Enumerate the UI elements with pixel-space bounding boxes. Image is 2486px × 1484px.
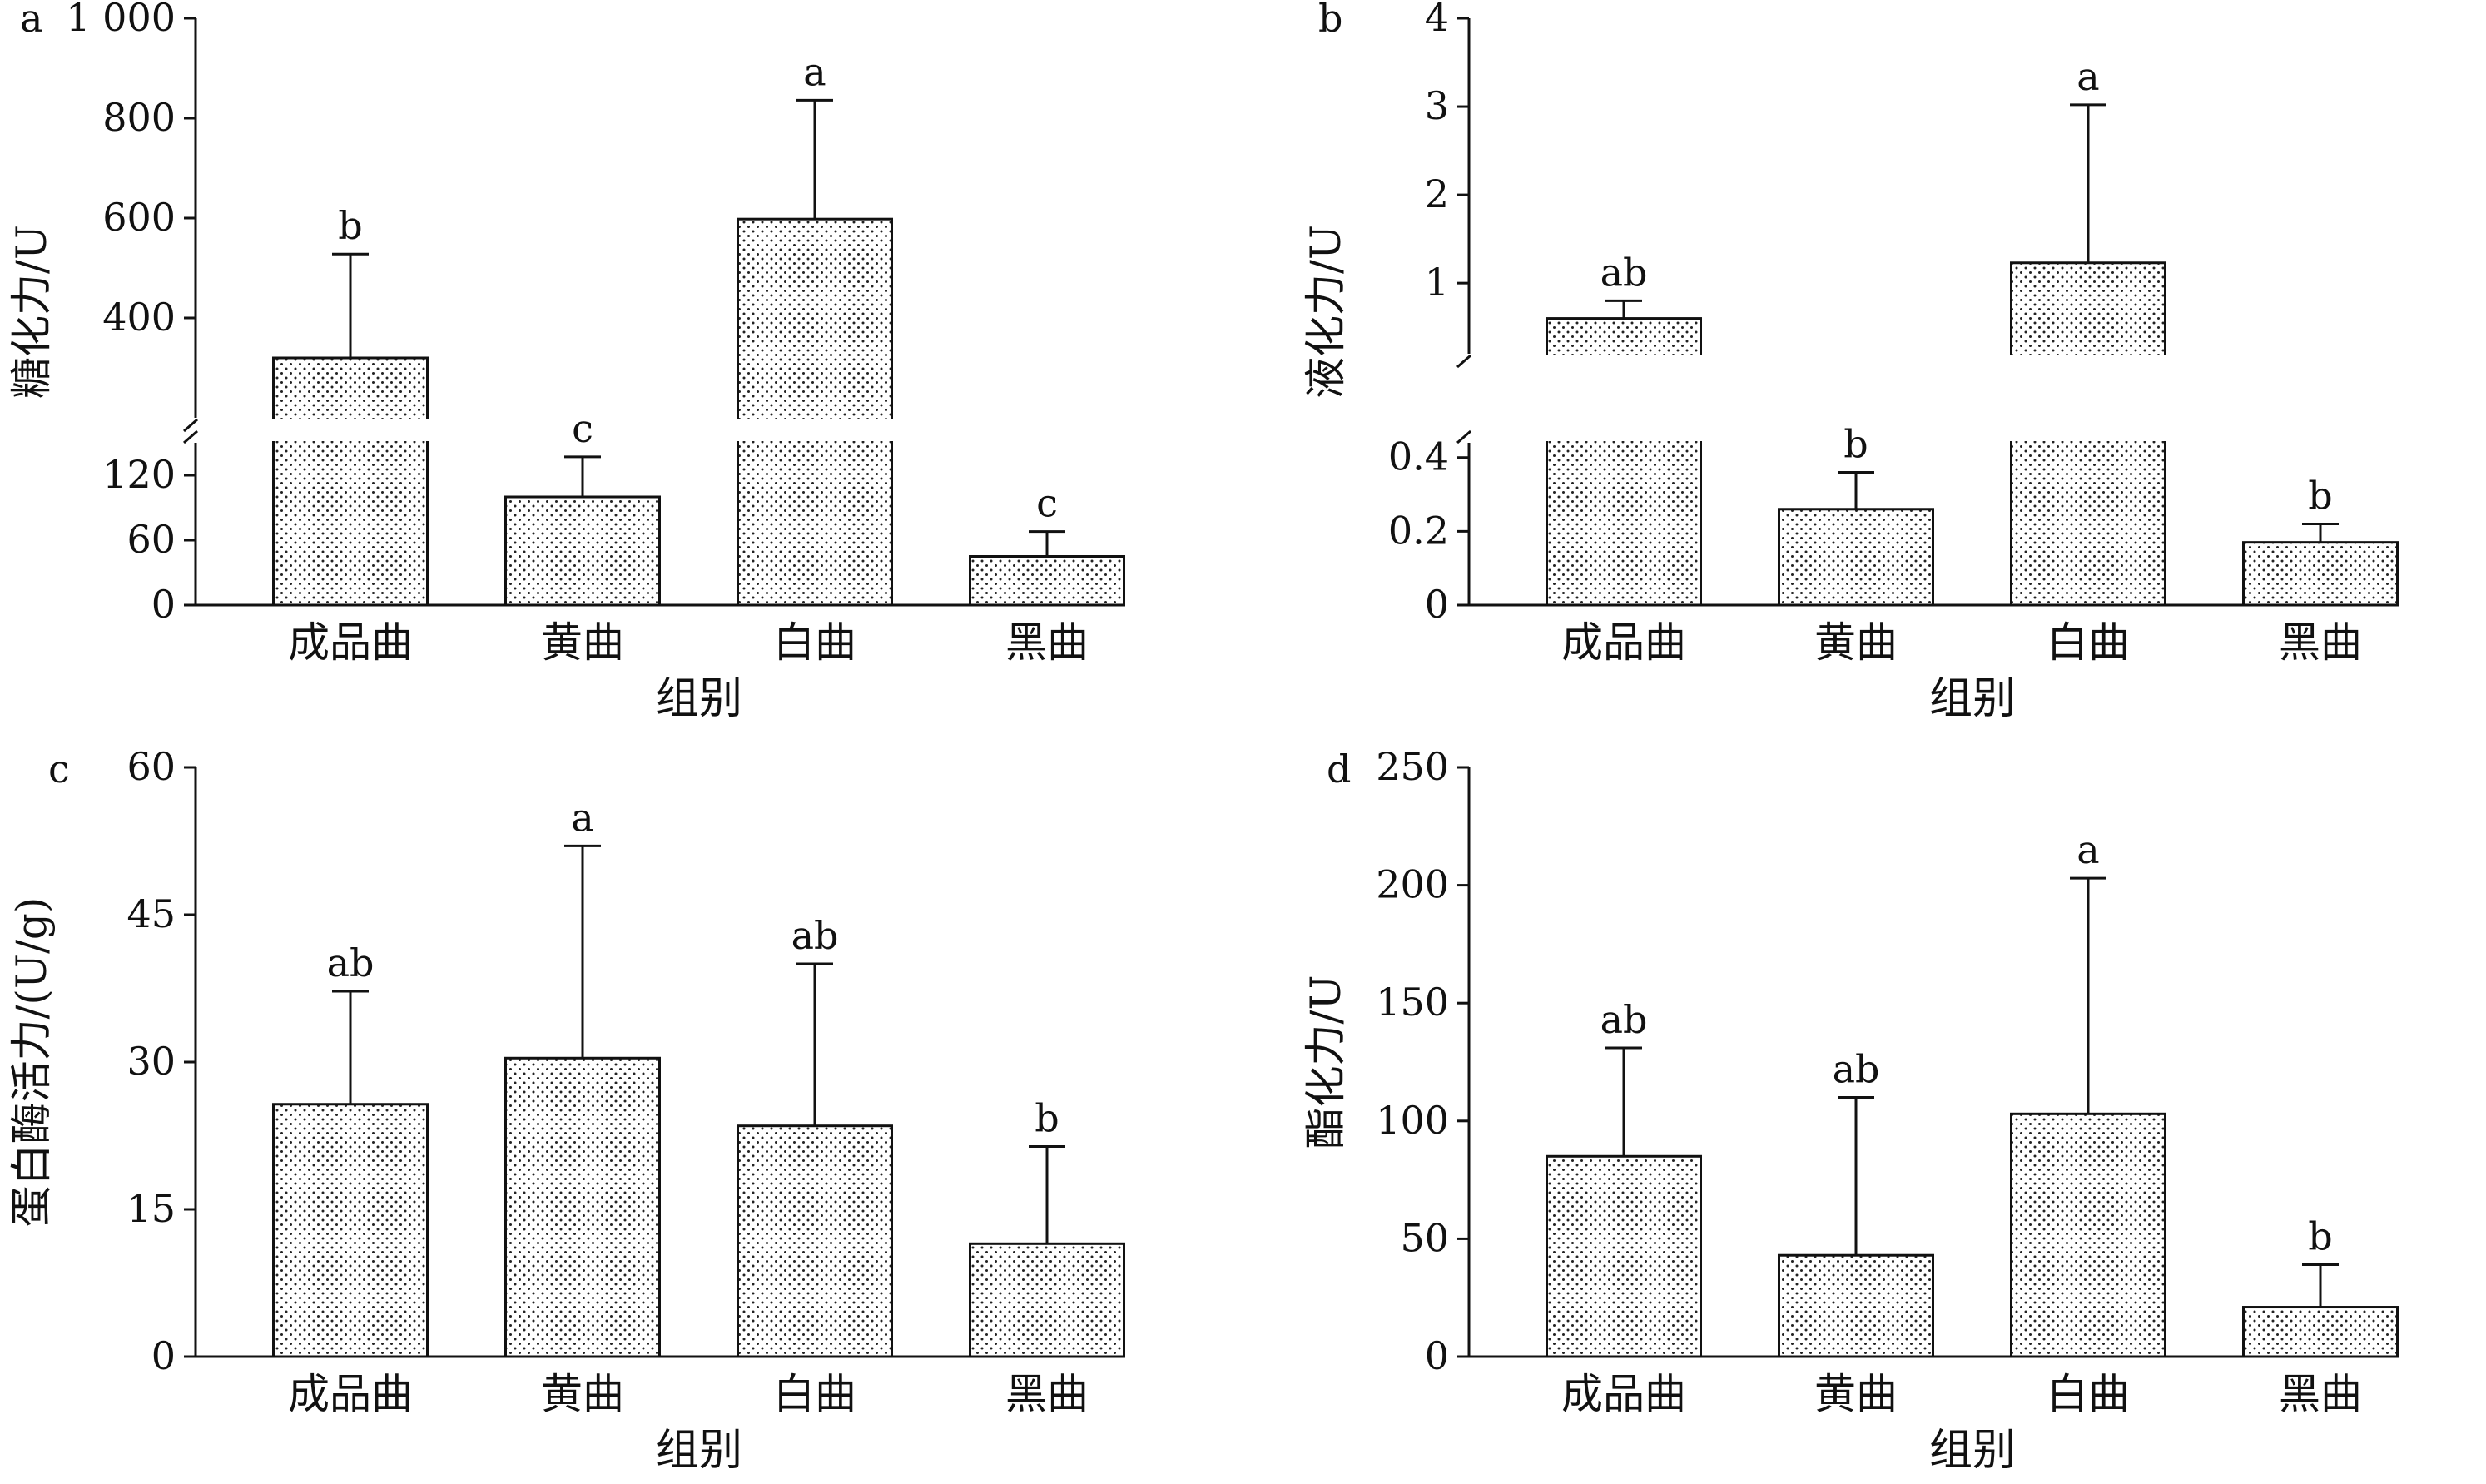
significance-letter: ab [1600, 997, 1648, 1042]
category-label: 黑曲 [1005, 618, 1089, 667]
significance-letter: ab [791, 913, 839, 958]
y-tick-label: 120 [102, 452, 176, 497]
y-tick-label: 800 [102, 95, 176, 140]
y-axis-title: 酯化力/U [1302, 975, 1350, 1149]
y-axis-title: 糖化力/U [7, 225, 56, 399]
y-tick-label: 0 [1425, 582, 1449, 627]
bar [504, 1056, 661, 1358]
significance-letter: ab [1600, 250, 1648, 295]
y-tick-label: 3 [1425, 83, 1449, 128]
axis-break-mark [183, 429, 198, 444]
category-label: 白曲 [773, 1370, 856, 1418]
x-axis-title: 组别 [1929, 674, 2016, 724]
y-axis-title: 液化力/U [1302, 225, 1350, 399]
y-tick-label: 200 [1376, 862, 1449, 907]
category-label: 成品曲 [1561, 1370, 1686, 1418]
bar [737, 217, 893, 607]
category-label: 白曲 [2047, 618, 2130, 667]
bar [272, 356, 429, 607]
significance-letter: c [572, 406, 593, 451]
y-tick-label: 45 [127, 891, 176, 936]
y-tick-label: 4 [1425, 0, 1449, 40]
category-label: 黑曲 [2279, 618, 2362, 667]
bar [272, 1103, 429, 1358]
axis-break-mark [1456, 429, 1471, 444]
y-tick-label: 0 [151, 582, 176, 627]
category-label: 黄曲 [1814, 1370, 1898, 1418]
y-tick-label: 100 [1376, 1098, 1449, 1143]
y-tick-label: 60 [127, 517, 176, 562]
bar [2242, 1306, 2399, 1358]
significance-letter: ab [327, 941, 375, 985]
bar-break-gap [270, 419, 431, 441]
significance-letter: b [2308, 474, 2332, 519]
bar [1778, 508, 1934, 607]
y-tick-label: 0 [1425, 1333, 1449, 1378]
y-tick-label: 400 [102, 295, 176, 340]
bar [969, 555, 1125, 607]
panel-letter: d [1327, 747, 1351, 792]
bar [504, 495, 661, 607]
significance-letter: b [338, 203, 362, 248]
panel-letter: a [20, 0, 42, 41]
panel-letter: c [48, 747, 70, 792]
category-label: 黑曲 [2279, 1370, 2362, 1418]
y-tick-label: 250 [1376, 744, 1449, 789]
y-tick-label: 30 [127, 1039, 176, 1084]
bar [2242, 541, 2399, 607]
y-tick-label: 1 000 [66, 0, 176, 40]
category-label: 黑曲 [1005, 1370, 1089, 1418]
significance-letter: c [1036, 481, 1058, 526]
significance-letter: ab [1833, 1046, 1880, 1091]
bar [1778, 1253, 1934, 1358]
category-label: 黄曲 [1814, 618, 1898, 667]
category-label: 黄曲 [541, 1370, 624, 1418]
axis-break-mark [1456, 354, 1471, 369]
panel-letter: b [1318, 0, 1342, 41]
category-label: 黄曲 [541, 618, 624, 667]
y-tick-label: 600 [102, 195, 176, 240]
bar [2010, 1112, 2166, 1358]
y-tick-label: 2 [1425, 171, 1449, 216]
significance-letter: a [2077, 54, 2099, 99]
bar [969, 1242, 1125, 1358]
bar [737, 1124, 893, 1358]
y-axis-title: 蛋白酶活力/(U/g) [7, 897, 56, 1228]
category-label: 成品曲 [1561, 618, 1686, 667]
x-axis-title: 组别 [656, 674, 742, 724]
axis-break-mark [183, 418, 198, 433]
y-tick-label: 0 [151, 1333, 176, 1378]
significance-letter: a [2077, 827, 2099, 872]
x-axis-title: 组别 [1929, 1426, 2016, 1476]
y-tick-label: 60 [127, 744, 176, 789]
category-label: 白曲 [773, 618, 856, 667]
bar-break-gap [2007, 355, 2169, 441]
y-tick-label: 0.4 [1388, 434, 1449, 479]
category-label: 白曲 [2047, 1370, 2130, 1418]
significance-letter: a [571, 795, 593, 840]
bar-break-gap [734, 419, 896, 441]
x-axis-title: 组别 [656, 1426, 742, 1476]
y-tick-label: 15 [127, 1186, 176, 1231]
y-tick-label: 150 [1376, 980, 1449, 1025]
bar-break-gap [1543, 355, 1704, 441]
significance-letter: a [803, 49, 826, 94]
category-label: 成品曲 [288, 618, 413, 667]
significance-letter: b [1035, 1095, 1059, 1140]
bar [1546, 1154, 1702, 1358]
y-tick-label: 1 [1425, 260, 1449, 305]
y-tick-label: 0.2 [1388, 508, 1449, 553]
y-tick-label: 50 [1400, 1215, 1449, 1260]
category-label: 成品曲 [288, 1370, 413, 1418]
significance-letter: b [1843, 421, 1868, 466]
significance-letter: b [2308, 1214, 2332, 1259]
